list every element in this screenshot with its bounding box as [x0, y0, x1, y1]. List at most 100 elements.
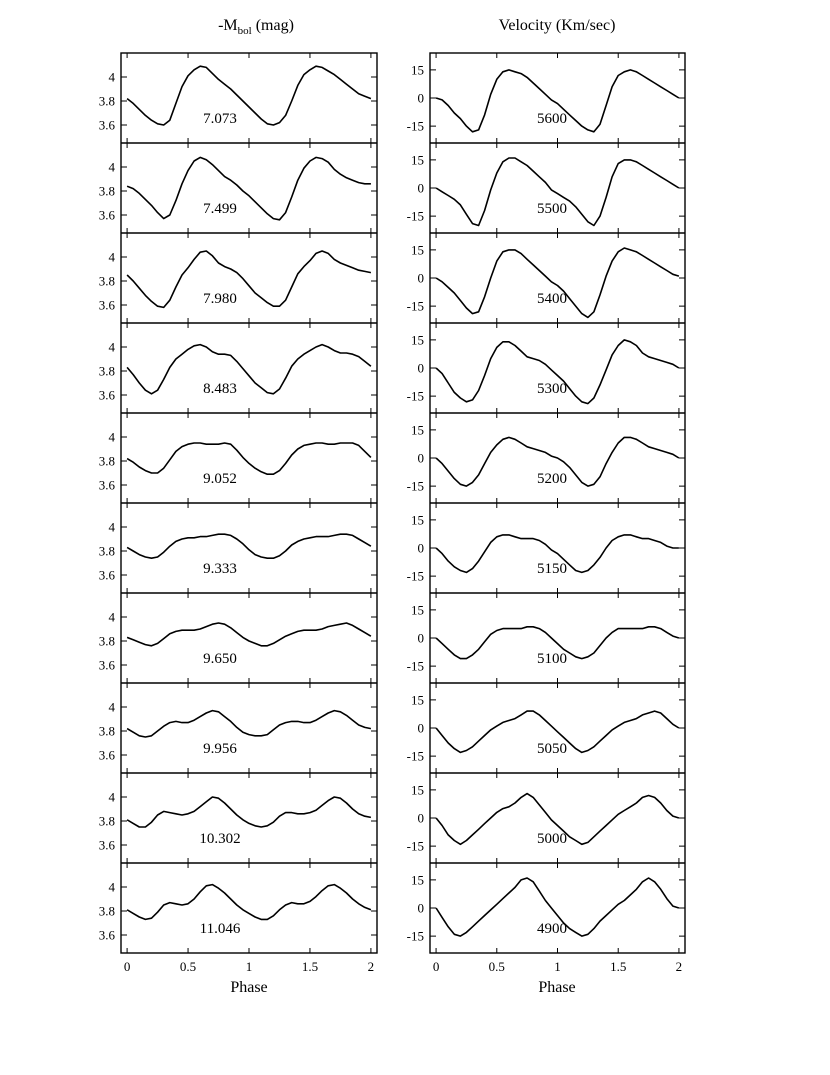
x-tick-label: 0 — [433, 959, 440, 974]
x-tick-label: 1 — [246, 959, 253, 974]
magnitude-curve — [126, 533, 372, 559]
y-tick-label: 0 — [418, 901, 425, 916]
magnitude-panel-label: 9.650 — [203, 651, 237, 667]
magnitude-panel: 3.6 3.8 4 7.980 — [99, 232, 377, 323]
x-tick-label: 2 — [676, 959, 683, 974]
y-tick-label: 3.6 — [99, 298, 116, 313]
y-tick-label: 0 — [418, 811, 425, 826]
y-tick-label: 0 — [418, 541, 425, 556]
y-tick-label: 0 — [418, 271, 425, 286]
y-tick-label: -15 — [407, 749, 424, 764]
y-tick-label: 3.8 — [99, 634, 115, 649]
velocity-panel: -15 0 15 4900 — [407, 862, 685, 953]
y-tick-label: -15 — [407, 299, 424, 314]
y-tick-label: 4 — [109, 700, 116, 715]
y-tick-label: -15 — [407, 209, 424, 224]
x-tick-label: 1.5 — [302, 959, 318, 974]
y-tick-label: 3.8 — [99, 724, 115, 739]
y-tick-label: 4 — [109, 790, 116, 805]
magnitude-panel-label: 9.052 — [203, 471, 237, 487]
velocity-panel-label: 5050 — [537, 741, 567, 757]
velocity-x-axis-title: Phase — [538, 979, 575, 996]
velocity-column: Velocity (Km/sec) -150155600-150155500-1… — [407, 17, 686, 974]
velocity-panel-label: 4900 — [537, 921, 567, 937]
y-tick-label: 4 — [109, 250, 116, 265]
y-tick-label: 3.6 — [99, 118, 116, 133]
velocity-panel: -15 0 15 5300 — [407, 322, 685, 413]
velocity-curve — [435, 69, 680, 133]
y-tick-label: 3.8 — [99, 904, 115, 919]
velocity-panel-label: 5400 — [537, 291, 567, 307]
magnitude-curve — [126, 709, 372, 738]
y-tick-label: 3.6 — [99, 478, 116, 493]
magnitude-title-unit: (mag) — [252, 17, 294, 34]
x-tick-label: 1.5 — [610, 959, 626, 974]
x-tick-label: 0.5 — [180, 959, 196, 974]
magnitude-curve — [126, 65, 372, 126]
y-tick-label: 0 — [418, 451, 425, 466]
velocity-panel: -15 0 15 5000 — [407, 772, 685, 863]
magnitude-curve — [126, 622, 372, 647]
y-tick-label: 0 — [418, 181, 425, 196]
y-tick-label: 3.6 — [99, 658, 116, 673]
velocity-column-title: Velocity (Km/sec) — [499, 17, 616, 34]
y-tick-label: 3.8 — [99, 274, 115, 289]
magnitude-title-main: -M — [218, 17, 238, 34]
velocity-curve — [435, 247, 680, 319]
y-tick-label: 0 — [418, 361, 425, 376]
y-tick-label: 15 — [411, 512, 424, 527]
magnitude-panel: 3.6 3.8 4 9.052 — [99, 412, 377, 503]
velocity-curve — [435, 534, 679, 574]
velocity-title-main: Velocity (Km/sec) — [499, 17, 616, 34]
y-tick-label: 3.6 — [99, 388, 116, 403]
velocity-panel-label: 5100 — [537, 651, 567, 667]
y-tick-label: 15 — [411, 332, 424, 347]
y-tick-label: 0 — [418, 631, 425, 646]
y-tick-label: 3.8 — [99, 94, 115, 109]
y-tick-label: 3.6 — [99, 208, 116, 223]
y-tick-label: -15 — [407, 119, 424, 134]
magnitude-panel: 3.6 3.8 4 9.333 — [99, 502, 377, 593]
y-tick-label: 3.6 — [99, 568, 116, 583]
velocity-panel-label: 5500 — [537, 201, 567, 217]
magnitude-panel-label: 7.073 — [203, 111, 237, 127]
magnitude-panel-label: 9.956 — [203, 741, 237, 757]
velocity-panel: -15 0 15 5600 — [407, 53, 685, 143]
velocity-panel: -15 0 15 5500 — [407, 142, 685, 233]
y-tick-label: -15 — [407, 659, 424, 674]
y-tick-label: 4 — [109, 340, 116, 355]
magnitude-curve — [126, 796, 372, 828]
magnitude-panel: 3.6 3.8 4 9.650 — [99, 592, 377, 683]
magnitude-panel: 3.6 3.8 4 9.956 — [99, 682, 377, 773]
magnitude-panel-label: 7.980 — [203, 291, 237, 307]
magnitude-column: -Mbol (mag) 3.63.847.0733.63.847.4993.63… — [99, 17, 378, 974]
y-tick-label: 15 — [411, 152, 424, 167]
velocity-panel-label: 5600 — [537, 111, 567, 127]
x-tick-label: 0.5 — [489, 959, 505, 974]
y-tick-label: 3.6 — [99, 838, 116, 853]
magnitude-title-subscript: bol — [238, 25, 252, 37]
y-tick-label: 4 — [109, 520, 116, 535]
y-tick-label: 15 — [411, 602, 424, 617]
y-tick-label: 15 — [411, 62, 424, 77]
magnitude-panel-label: 11.046 — [200, 921, 241, 937]
y-tick-label: 3.8 — [99, 454, 115, 469]
magnitude-curve — [126, 343, 372, 395]
magnitude-curve — [126, 250, 372, 309]
velocity-panel: -15 0 15 5400 — [407, 232, 685, 323]
y-tick-label: 3.6 — [99, 748, 116, 763]
y-tick-label: 0 — [418, 721, 425, 736]
y-tick-label: -15 — [407, 389, 424, 404]
y-tick-label: 3.8 — [99, 184, 115, 199]
velocity-panel: -15 0 15 5200 — [407, 412, 685, 503]
y-tick-label: 4 — [109, 160, 116, 175]
x-tick-label: 0 — [124, 959, 131, 974]
x-tick-label: 2 — [368, 959, 375, 974]
magnitude-panel: 3.6 3.8 4 10.302 — [99, 772, 377, 863]
x-tick-label: 1 — [554, 959, 561, 974]
velocity-panel-label: 5000 — [537, 831, 567, 847]
velocity-panel: -15 0 15 5050 — [407, 682, 685, 773]
magnitude-panel-label: 10.302 — [199, 831, 240, 847]
y-tick-label: 4 — [109, 70, 116, 85]
velocity-curve — [435, 626, 680, 660]
